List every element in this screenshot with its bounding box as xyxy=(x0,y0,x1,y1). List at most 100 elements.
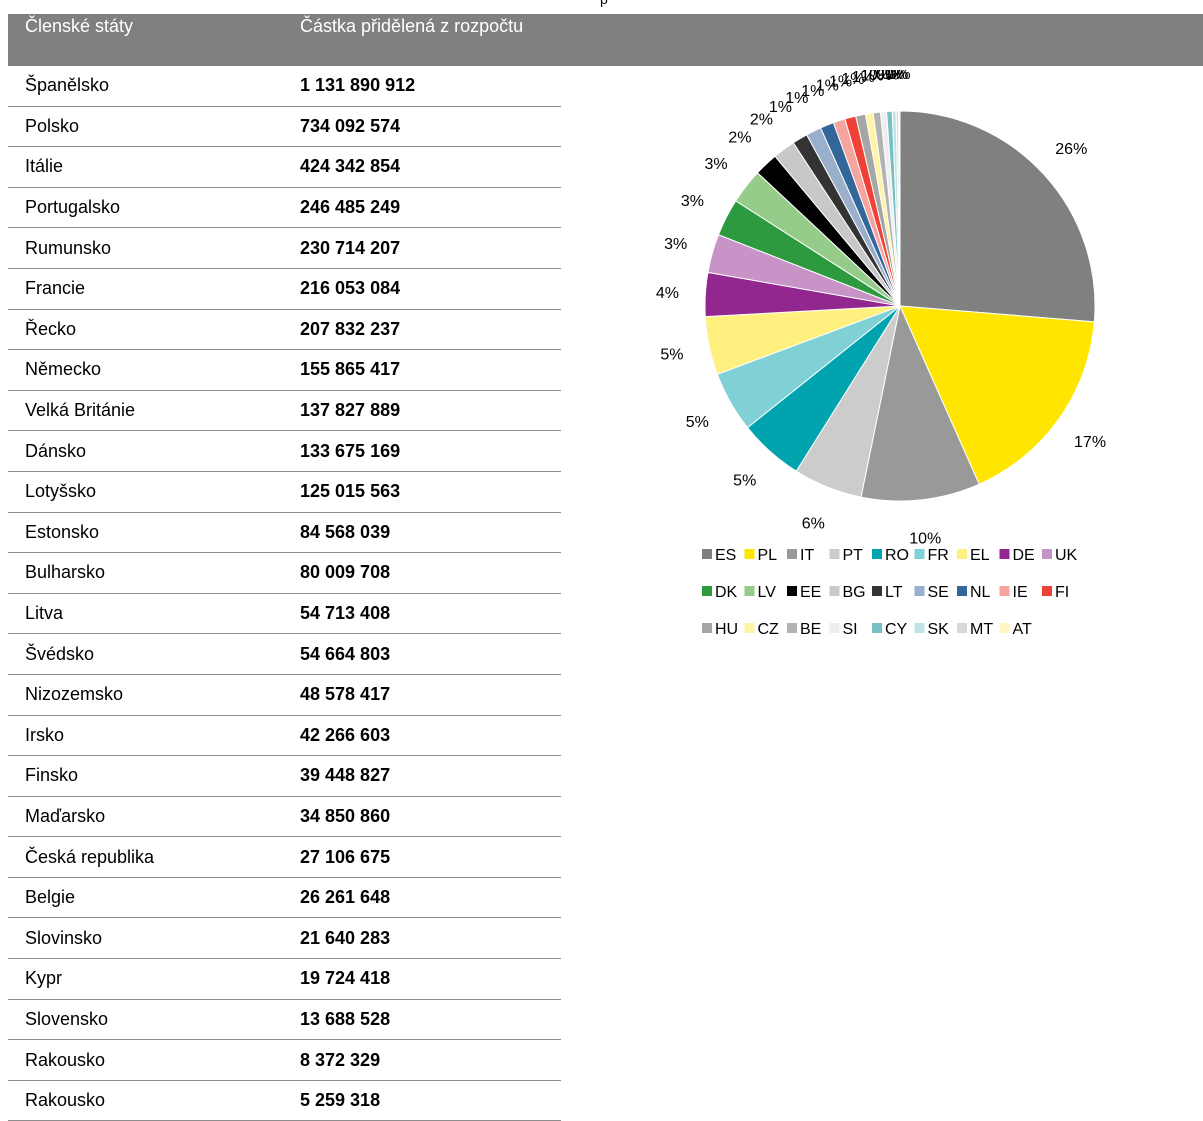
legend-label-pl: PL xyxy=(758,547,778,564)
table-header-bar: Členské státy Částka přidělená z rozpočt… xyxy=(8,14,1203,66)
country-cell: Rumunsko xyxy=(8,227,300,269)
pie-label-be: 1% xyxy=(861,70,884,85)
country-cell: Estonsko xyxy=(8,512,300,554)
pie-label-ie: 1% xyxy=(816,78,839,95)
legend-swatch-dk xyxy=(702,586,712,596)
legend-swatch-pt xyxy=(829,549,840,559)
legend-label-ie: IE xyxy=(1013,584,1028,601)
legend-label-fr: FR xyxy=(928,547,949,564)
country-cell: Irsko xyxy=(8,715,300,757)
country-cell: Belgie xyxy=(8,877,300,919)
header-amount-word-4: rozpočtu xyxy=(454,16,524,36)
legend-swatch-ee xyxy=(787,586,797,596)
pie-label-pl: 17% xyxy=(1074,434,1106,451)
legend-swatch-fr xyxy=(914,549,925,559)
legend-swatch-pl xyxy=(744,549,755,559)
table-row: Slovensko 13 688 528 xyxy=(8,999,561,1041)
legend-swatch-at xyxy=(999,623,1010,633)
amount-cell: 246 485 249 xyxy=(300,187,561,229)
legend-label-el: EL xyxy=(970,547,990,564)
header-amount-word-1: Částka xyxy=(300,16,357,36)
table-row: Belgie 26 261 648 xyxy=(8,877,561,919)
amount-cell: 42 266 603 xyxy=(300,715,561,757)
country-cell: Francie xyxy=(8,268,300,310)
pie-label-cy: 0% xyxy=(876,70,899,83)
amount-cell: 19 724 418 xyxy=(300,958,561,1000)
pie-label-lt: 1% xyxy=(769,99,792,116)
table-row: Rakousko 5 259 318 xyxy=(8,1080,561,1121)
amount-cell: 26 261 648 xyxy=(300,877,561,919)
legend-label-de: DE xyxy=(1013,547,1035,564)
pie-label-nl: 1% xyxy=(801,83,824,100)
amount-cell: 27 106 675 xyxy=(300,836,561,878)
pie-label-mt: 0% xyxy=(885,70,908,83)
pie-label-sk: 0% xyxy=(881,70,904,83)
pie-slice-pl xyxy=(899,305,1095,485)
legend-swatch-nl xyxy=(957,586,967,596)
legend-swatch-lt xyxy=(872,586,882,596)
amount-cell: 5 259 318 xyxy=(300,1080,561,1121)
amount-cell: 1 131 890 912 xyxy=(300,66,561,107)
table-row: Velká Británie 137 827 889 xyxy=(8,390,561,432)
table-row: Česká republika 27 106 675 xyxy=(8,836,561,878)
country-cell: Rakousko xyxy=(8,1080,300,1121)
amount-cell: 216 053 084 xyxy=(300,268,561,310)
legend-swatch-de xyxy=(999,549,1010,559)
legend-label-bg: BG xyxy=(843,584,866,601)
header-amount-word-3: z xyxy=(440,16,450,36)
amount-cell: 734 092 574 xyxy=(300,106,561,148)
legend-swatch-uk xyxy=(1042,549,1052,559)
pie-label-fr: 5% xyxy=(686,414,709,431)
legend-label-it: IT xyxy=(800,547,814,564)
table-row: Bulharsko 80 009 708 xyxy=(8,552,561,594)
country-cell: Rakousko xyxy=(8,1039,300,1081)
legend-swatch-ie xyxy=(999,586,1010,596)
amount-cell: 137 827 889 xyxy=(300,390,561,432)
legend-label-mt: MT xyxy=(970,621,993,638)
table-row: Maďarsko 34 850 860 xyxy=(8,796,561,838)
legend-label-es: ES xyxy=(715,547,736,564)
allocation-table-body: Španělsko 1 131 890 912 Polsko 734 092 574 I… xyxy=(8,66,561,1121)
legend-label-ro: RO xyxy=(885,547,909,564)
amount-cell: 133 675 169 xyxy=(300,430,561,472)
pie-label-cz: 1% xyxy=(852,70,875,86)
amount-cell: 84 568 039 xyxy=(300,512,561,554)
pie-label-pt: 6% xyxy=(802,515,825,532)
table-row: Švédsko 54 664 803 xyxy=(8,633,561,675)
legend-label-ee: EE xyxy=(800,584,821,601)
table-row: Dánsko 133 675 169 xyxy=(8,430,561,472)
legend-label-at: AT xyxy=(1013,621,1032,638)
pie-label-dk: 3% xyxy=(681,193,704,210)
legend-label-sk: SK xyxy=(928,621,950,638)
country-cell: Španělsko xyxy=(8,66,300,107)
country-cell: Slovinsko xyxy=(8,917,300,960)
legend-label-nl: NL xyxy=(970,584,991,601)
legend-label-uk: UK xyxy=(1055,547,1078,564)
legend-swatch-mt xyxy=(957,623,967,633)
pie-label-es: 26% xyxy=(1055,141,1087,158)
legend-label-si: SI xyxy=(843,621,858,638)
country-cell: Maďarsko xyxy=(8,796,300,838)
legend-swatch-bg xyxy=(829,586,840,596)
pie-label-ro: 5% xyxy=(733,473,756,490)
country-cell: Švédsko xyxy=(8,633,300,675)
country-cell: Bulharsko xyxy=(8,552,300,594)
amount-cell: 21 640 283 xyxy=(300,917,561,960)
legend-swatch-fi xyxy=(1042,586,1052,596)
table-row: Španělsko 1 131 890 912 xyxy=(8,66,561,107)
country-cell: Německo xyxy=(8,349,300,391)
country-cell: Lotyšsko xyxy=(8,471,300,513)
amount-cell: 125 015 563 xyxy=(300,471,561,513)
amount-cell: 48 578 417 xyxy=(300,674,561,716)
legend-label-pt: PT xyxy=(843,547,864,564)
pie-label-el: 5% xyxy=(660,347,683,364)
country-cell: Polsko xyxy=(8,106,300,148)
amount-cell: 13 688 528 xyxy=(300,999,561,1041)
amount-cell: 34 850 860 xyxy=(300,796,561,838)
legend-swatch-sk xyxy=(914,623,925,633)
table-row: Kypr 19 724 418 xyxy=(8,958,561,1000)
pie-label-uk: 3% xyxy=(664,236,687,253)
pie-label-hu: 1% xyxy=(841,71,864,88)
legend-swatch-be xyxy=(787,623,797,633)
page-title-fragment: p xyxy=(600,0,608,7)
